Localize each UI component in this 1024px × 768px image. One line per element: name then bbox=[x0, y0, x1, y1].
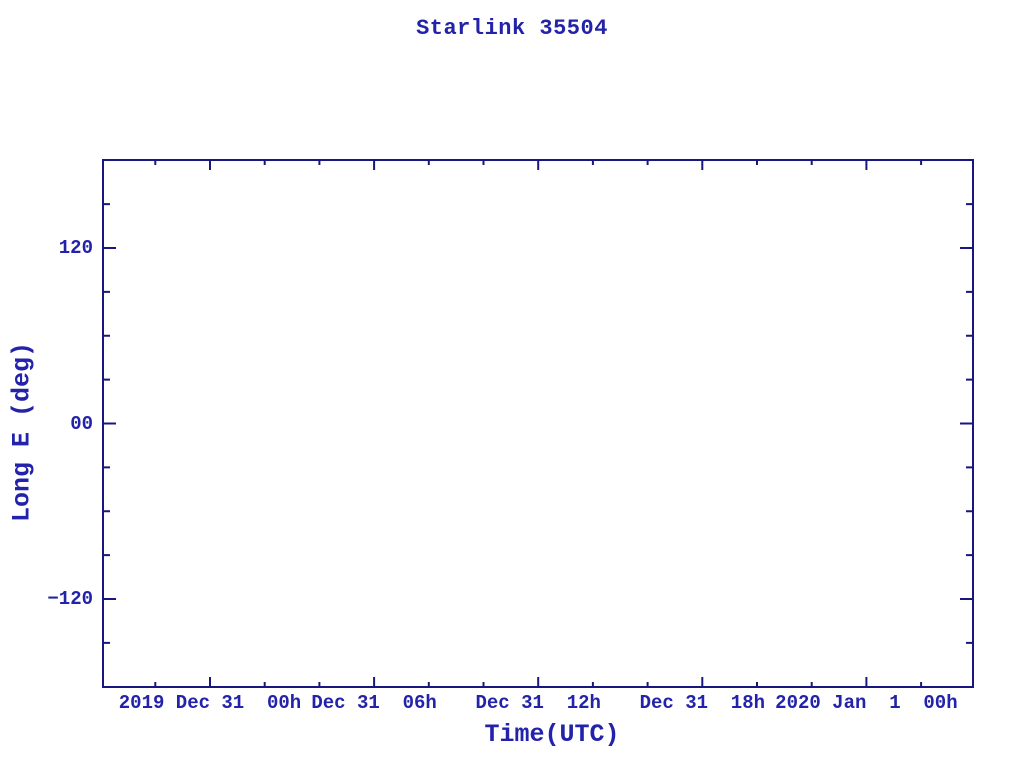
chart-title: Starlink 35504 bbox=[416, 16, 608, 41]
y-axis-title: Long E (deg) bbox=[7, 341, 37, 523]
x-tick-label: Dec 31 06h bbox=[311, 692, 437, 714]
x-tick-label: Dec 31 12h bbox=[475, 692, 601, 714]
x-tick-label: Dec 31 18h bbox=[639, 692, 766, 714]
y-tick-label: 00 bbox=[70, 412, 93, 435]
x-axis-title: Time(UTC) bbox=[484, 720, 620, 749]
y-tick-label: 120 bbox=[58, 237, 93, 259]
x-tick-label: 2019 Dec 31 00h bbox=[118, 692, 302, 714]
plot-frame-border bbox=[102, 159, 974, 688]
x-tick-label: 2020 Jan 1 00h bbox=[775, 692, 958, 714]
y-tick-label: −120 bbox=[47, 588, 93, 610]
